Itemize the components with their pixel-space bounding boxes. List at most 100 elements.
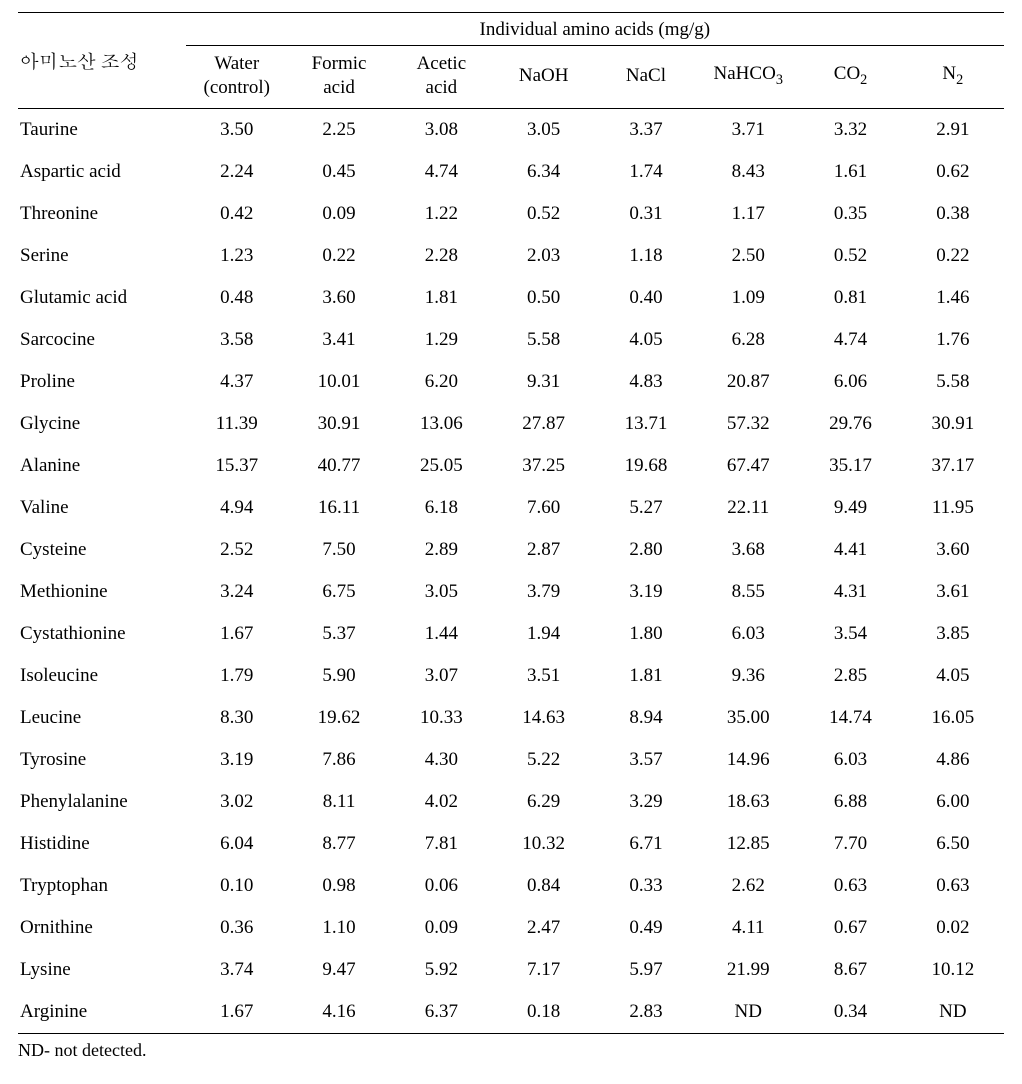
amino-acid-label: Alanine [18, 445, 186, 487]
value-cell: 16.05 [902, 697, 1004, 739]
value-cell: 3.68 [697, 529, 799, 571]
value-cell: 5.92 [390, 949, 492, 991]
value-cell: 1.29 [390, 319, 492, 361]
value-cell: 0.31 [595, 193, 697, 235]
value-cell: 0.09 [288, 193, 390, 235]
amino-acid-label: Leucine [18, 697, 186, 739]
value-cell: 6.71 [595, 823, 697, 865]
col-header-water: Water (control) [186, 46, 288, 109]
value-cell: 3.08 [390, 108, 492, 151]
amino-acid-label: Tryptophan [18, 865, 186, 907]
value-cell: 8.94 [595, 697, 697, 739]
value-cell: 0.09 [390, 907, 492, 949]
value-cell: 27.87 [493, 403, 595, 445]
value-cell: 19.68 [595, 445, 697, 487]
col-header-line2: acid [426, 77, 458, 98]
value-cell: 3.05 [493, 108, 595, 151]
value-cell: 5.97 [595, 949, 697, 991]
value-cell: 0.22 [902, 235, 1004, 277]
amino-acid-label: Histidine [18, 823, 186, 865]
value-cell: 5.58 [902, 361, 1004, 403]
value-cell: 1.79 [186, 655, 288, 697]
table-row: Phenylalanine3.028.114.026.293.2918.636.… [18, 781, 1004, 823]
value-cell: 3.05 [390, 571, 492, 613]
col-header-line2: acid [323, 77, 355, 98]
value-cell: 3.19 [595, 571, 697, 613]
value-cell: 0.34 [799, 991, 901, 1034]
value-cell: 4.74 [799, 319, 901, 361]
col-header-line1: Acetic [417, 53, 467, 74]
value-cell: 1.46 [902, 277, 1004, 319]
table-row: Threonine0.420.091.220.520.311.170.350.3… [18, 193, 1004, 235]
value-cell: 1.74 [595, 151, 697, 193]
value-cell: 6.03 [799, 739, 901, 781]
value-cell: 1.10 [288, 907, 390, 949]
value-cell: 6.75 [288, 571, 390, 613]
footnote: ND- not detected. [18, 1040, 1004, 1061]
value-cell: 4.16 [288, 991, 390, 1034]
value-cell: 2.28 [390, 235, 492, 277]
value-cell: 35.17 [799, 445, 901, 487]
col-header-co2: CO2 [799, 46, 901, 109]
col-header-line1: NaOH [519, 65, 569, 86]
value-cell: 3.29 [595, 781, 697, 823]
col-header-line1: Water [214, 53, 259, 74]
value-cell: 2.62 [697, 865, 799, 907]
value-cell: 35.00 [697, 697, 799, 739]
value-cell: 1.94 [493, 613, 595, 655]
value-cell: 5.90 [288, 655, 390, 697]
value-cell: 9.36 [697, 655, 799, 697]
col-header-n2: N2 [902, 46, 1004, 109]
value-cell: 8.43 [697, 151, 799, 193]
table-row: Histidine6.048.777.8110.326.7112.857.706… [18, 823, 1004, 865]
table-row: Leucine8.3019.6210.3314.638.9435.0014.74… [18, 697, 1004, 739]
value-cell: 8.55 [697, 571, 799, 613]
value-cell: 19.62 [288, 697, 390, 739]
amino-acid-label: Valine [18, 487, 186, 529]
value-cell: 1.81 [390, 277, 492, 319]
amino-acid-label: Tyrosine [18, 739, 186, 781]
amino-acid-label: Glycine [18, 403, 186, 445]
value-cell: 6.00 [902, 781, 1004, 823]
value-cell: 4.31 [799, 571, 901, 613]
value-cell: 29.76 [799, 403, 901, 445]
value-cell: 1.17 [697, 193, 799, 235]
value-cell: 4.11 [697, 907, 799, 949]
value-cell: 0.49 [595, 907, 697, 949]
value-cell: 0.35 [799, 193, 901, 235]
table-row: Tyrosine3.197.864.305.223.5714.966.034.8… [18, 739, 1004, 781]
value-cell: 14.96 [697, 739, 799, 781]
value-cell: 30.91 [288, 403, 390, 445]
value-cell: 3.50 [186, 108, 288, 151]
value-cell: 8.67 [799, 949, 901, 991]
value-cell: 1.18 [595, 235, 697, 277]
value-cell: 15.37 [186, 445, 288, 487]
value-cell: 6.20 [390, 361, 492, 403]
value-cell: 14.63 [493, 697, 595, 739]
value-cell: 1.09 [697, 277, 799, 319]
value-cell: 3.60 [288, 277, 390, 319]
value-cell: 18.63 [697, 781, 799, 823]
value-cell: 25.05 [390, 445, 492, 487]
value-cell: 3.32 [799, 108, 901, 151]
value-cell: 0.36 [186, 907, 288, 949]
value-cell: 0.22 [288, 235, 390, 277]
col-header-naoh: NaOH [493, 46, 595, 109]
value-cell: 4.86 [902, 739, 1004, 781]
table-row: Sarcocine3.583.411.295.584.056.284.741.7… [18, 319, 1004, 361]
value-cell: 0.45 [288, 151, 390, 193]
value-cell: 8.11 [288, 781, 390, 823]
col-header-nacl: NaCl [595, 46, 697, 109]
row-header-label: 아미노산 조성 [18, 13, 186, 109]
value-cell: 9.31 [493, 361, 595, 403]
col-header-nahco3: NaHCO3 [697, 46, 799, 109]
value-cell: 2.83 [595, 991, 697, 1034]
table-row: Proline4.3710.016.209.314.8320.876.065.5… [18, 361, 1004, 403]
col-header-line1: NaCl [626, 65, 666, 86]
value-cell: 2.25 [288, 108, 390, 151]
value-cell: 22.11 [697, 487, 799, 529]
value-cell: 1.80 [595, 613, 697, 655]
value-cell: 1.22 [390, 193, 492, 235]
value-cell: 8.77 [288, 823, 390, 865]
col-header-line1: Formic [312, 53, 367, 74]
